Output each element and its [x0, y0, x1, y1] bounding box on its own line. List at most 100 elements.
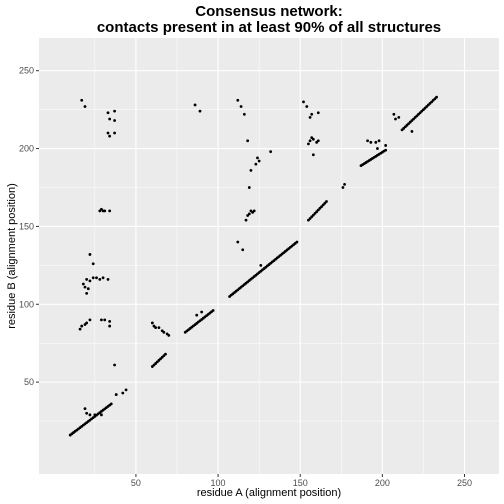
contact-point — [254, 162, 258, 166]
contact-point — [242, 112, 246, 116]
contact-point — [85, 411, 89, 415]
contact-point — [247, 186, 251, 189]
contact-point — [311, 153, 315, 157]
chart-title-line-2: contacts present in at least 90% of all … — [97, 19, 441, 36]
diagonal-contact-point — [211, 309, 215, 312]
contact-point — [236, 98, 240, 102]
contact-point — [244, 218, 248, 222]
contact-point — [150, 321, 154, 325]
contact-point — [366, 139, 369, 143]
contact-point — [316, 139, 320, 143]
contact-point — [85, 291, 89, 295]
y-tick-label: 250 — [19, 66, 34, 76]
x-tick-label: 100 — [211, 478, 226, 488]
contact-point — [80, 324, 84, 328]
contact-point — [108, 117, 112, 121]
contact-point — [106, 277, 110, 281]
contact-point — [78, 327, 82, 331]
contact-point — [377, 139, 381, 143]
contact-point — [103, 209, 107, 213]
contact-point — [93, 413, 97, 417]
contact-point — [259, 263, 263, 267]
contact-point — [83, 407, 87, 410]
x-tick-label: 50 — [131, 478, 141, 488]
contact-point — [200, 310, 204, 314]
contact-point — [86, 287, 90, 291]
x-tick-label: 200 — [375, 478, 390, 488]
contact-point — [308, 116, 312, 119]
contact-point — [376, 147, 379, 150]
y-tick-label: 150 — [19, 221, 34, 231]
contact-point — [162, 330, 166, 334]
contact-point — [113, 363, 116, 367]
contact-point — [308, 139, 312, 143]
contact-point — [124, 388, 128, 392]
contact-point — [193, 103, 197, 107]
contact-point — [113, 109, 116, 113]
x-axis-label: residue A (alignment position) — [197, 487, 341, 499]
contact-point — [311, 137, 315, 141]
contact-point — [252, 209, 256, 213]
diagonal-contact-point — [109, 402, 113, 406]
contact-point — [198, 109, 202, 113]
contact-point — [310, 112, 314, 116]
contact-point — [236, 240, 240, 244]
contact-point — [410, 130, 414, 133]
contact-point — [305, 105, 309, 108]
contact-point — [108, 134, 112, 138]
contact-point — [154, 326, 158, 330]
contact-point — [108, 209, 112, 213]
contact-point — [392, 112, 396, 116]
contact-point — [397, 116, 401, 119]
contact-point — [100, 413, 103, 417]
contact-point — [316, 111, 320, 115]
diagonal-contact-point — [435, 95, 438, 99]
contact-point — [91, 262, 95, 266]
diagonal-contact-point — [295, 240, 299, 244]
contact-point — [167, 334, 171, 337]
contact-point — [394, 117, 397, 121]
contact-point — [83, 105, 87, 108]
contact-point — [157, 326, 161, 330]
contact-point — [106, 131, 110, 135]
contact-point — [256, 156, 259, 160]
chart-title-line-1: Consensus network: — [195, 3, 343, 20]
contact-point — [85, 321, 89, 325]
y-tick-label: 200 — [19, 144, 34, 154]
y-tick-label: 100 — [19, 299, 34, 309]
diagonal-contact-point — [384, 148, 388, 152]
contact-point — [103, 318, 107, 322]
contact-point — [239, 105, 243, 108]
contact-point — [88, 253, 92, 256]
contact-point — [113, 119, 116, 122]
contact-point — [384, 144, 388, 147]
contact-point — [101, 276, 105, 280]
contact-point — [98, 277, 102, 281]
contact-point — [369, 140, 373, 144]
y-tick-label: 50 — [24, 377, 34, 387]
contact-point — [247, 212, 251, 216]
contact-point — [108, 320, 112, 323]
contact-point — [83, 285, 87, 289]
y-axis-label: residue B (alignment position) — [6, 183, 18, 329]
contact-point — [343, 182, 346, 186]
contact-point — [269, 150, 273, 154]
contact-point — [257, 159, 261, 163]
contact-point — [108, 324, 112, 328]
data-points — [68, 95, 438, 437]
contact-point — [88, 413, 92, 417]
contact-point — [106, 111, 110, 115]
contact-point — [80, 98, 84, 102]
x-tick-label: 150 — [293, 478, 308, 488]
contact-point — [113, 131, 116, 135]
contact-point — [100, 318, 103, 322]
contact-point — [374, 140, 378, 144]
contact-point — [302, 100, 305, 104]
grid-lines — [39, 38, 499, 474]
contact-point — [91, 276, 95, 280]
contact-point — [95, 276, 98, 280]
contact-point — [241, 248, 245, 252]
contact-point — [341, 186, 345, 189]
contact-point — [88, 279, 92, 283]
